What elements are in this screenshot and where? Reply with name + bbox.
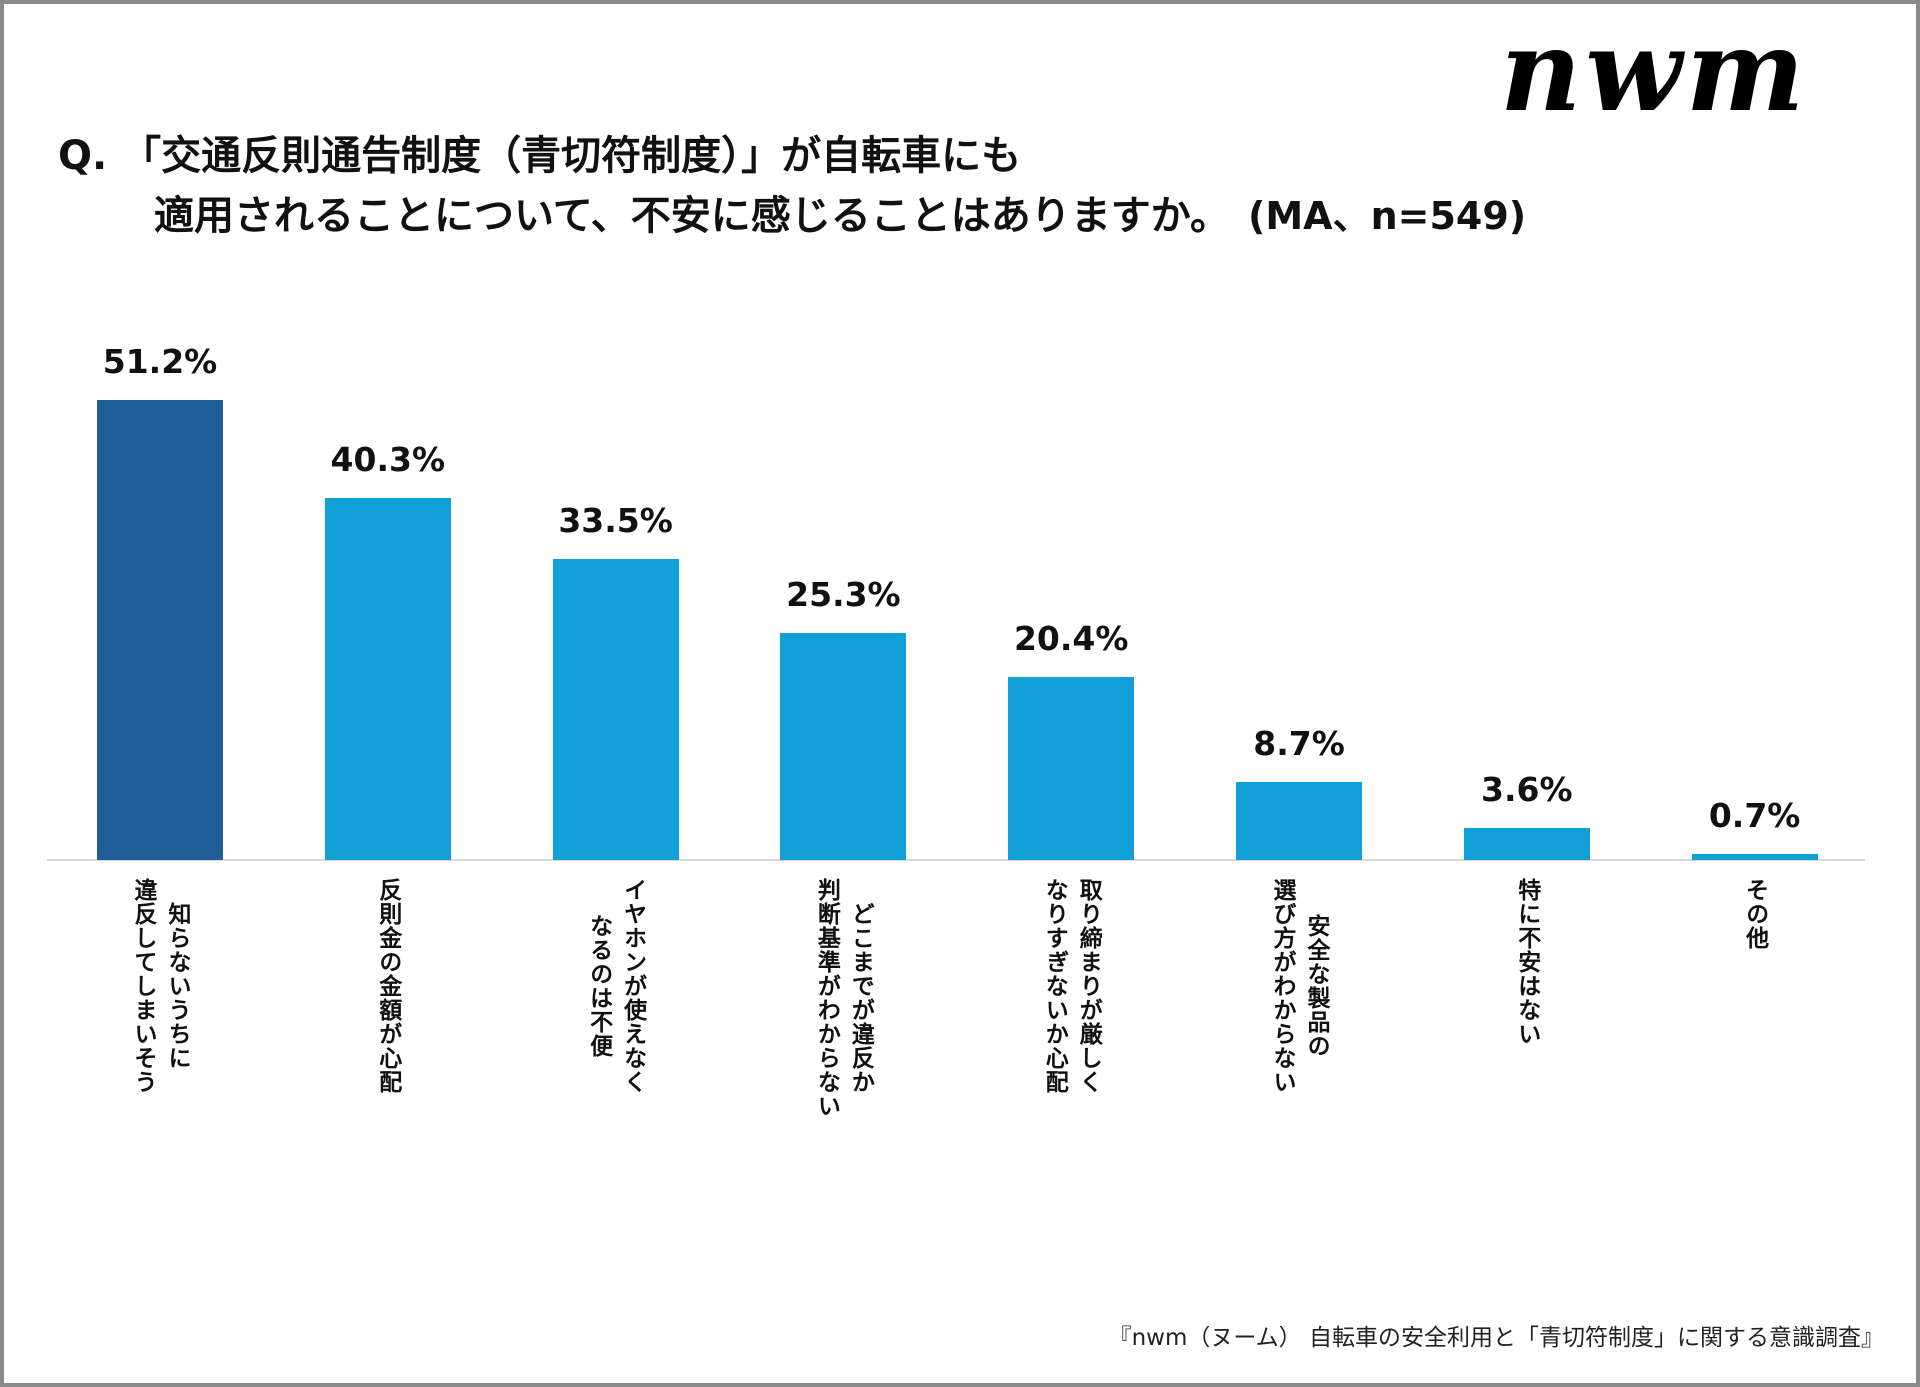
bar-3 <box>552 559 679 860</box>
data-label: 51.2% <box>102 342 218 382</box>
data-label: 25.3% <box>786 574 901 614</box>
bar-1 <box>97 400 223 860</box>
data-label: 0.7% <box>1708 795 1801 835</box>
x-axis-line <box>47 859 1865 861</box>
bar-6 <box>1236 781 1362 860</box>
bar-2 <box>324 498 451 860</box>
category-label: 特に不安はない <box>1513 878 1540 1046</box>
sample-note: (MA、n=549) <box>1248 194 1527 238</box>
bar-7 <box>1463 827 1590 860</box>
category-label: 知らないうちに 違反してしまいそう <box>130 878 190 1094</box>
data-label: 40.3% <box>330 440 446 480</box>
source-footer: 『nwm（ヌーム） 自転車の安全利用と「青切符制度」に関する意識調査』 <box>1108 1325 1884 1351</box>
bar-8 <box>1691 853 1818 860</box>
category-label: 取り締まりが厳しく なりすぎないか心配 <box>1041 878 1102 1094</box>
title-line-1: Q. 「交通反則通告制度（青切符制度）」が自転車にも <box>58 133 1022 179</box>
category-label: 安全な製品の 選び方がわからない <box>1269 878 1329 1094</box>
bar-4 <box>780 632 907 860</box>
data-label: 3.6% <box>1481 769 1573 809</box>
title-line-2: 適用されることについて、不安に感じることはありますか。 (MA、n=549) <box>58 186 1526 246</box>
data-label: 20.4% <box>1013 618 1129 658</box>
bar-5 <box>1008 676 1135 860</box>
data-label: 33.5% <box>558 501 673 541</box>
category-label: どこまでが違反か 判断基準がわからない <box>813 878 874 1118</box>
category-label: イヤホンが使えなく なるのは不便 <box>585 878 646 1094</box>
category-label: 反則金の金額が心配 <box>374 878 401 1094</box>
category-label: その他 <box>1741 878 1768 950</box>
nwm-logo: nwm <box>1500 6 1809 137</box>
question-title: Q. 「交通反則通告制度（青切符制度）」が自転車にも 適用されることについて、不… <box>58 126 1526 246</box>
title-line-2-text: 適用されることについて、不安に感じることはありますか。 <box>154 193 1230 239</box>
data-label: 8.7% <box>1253 723 1345 763</box>
